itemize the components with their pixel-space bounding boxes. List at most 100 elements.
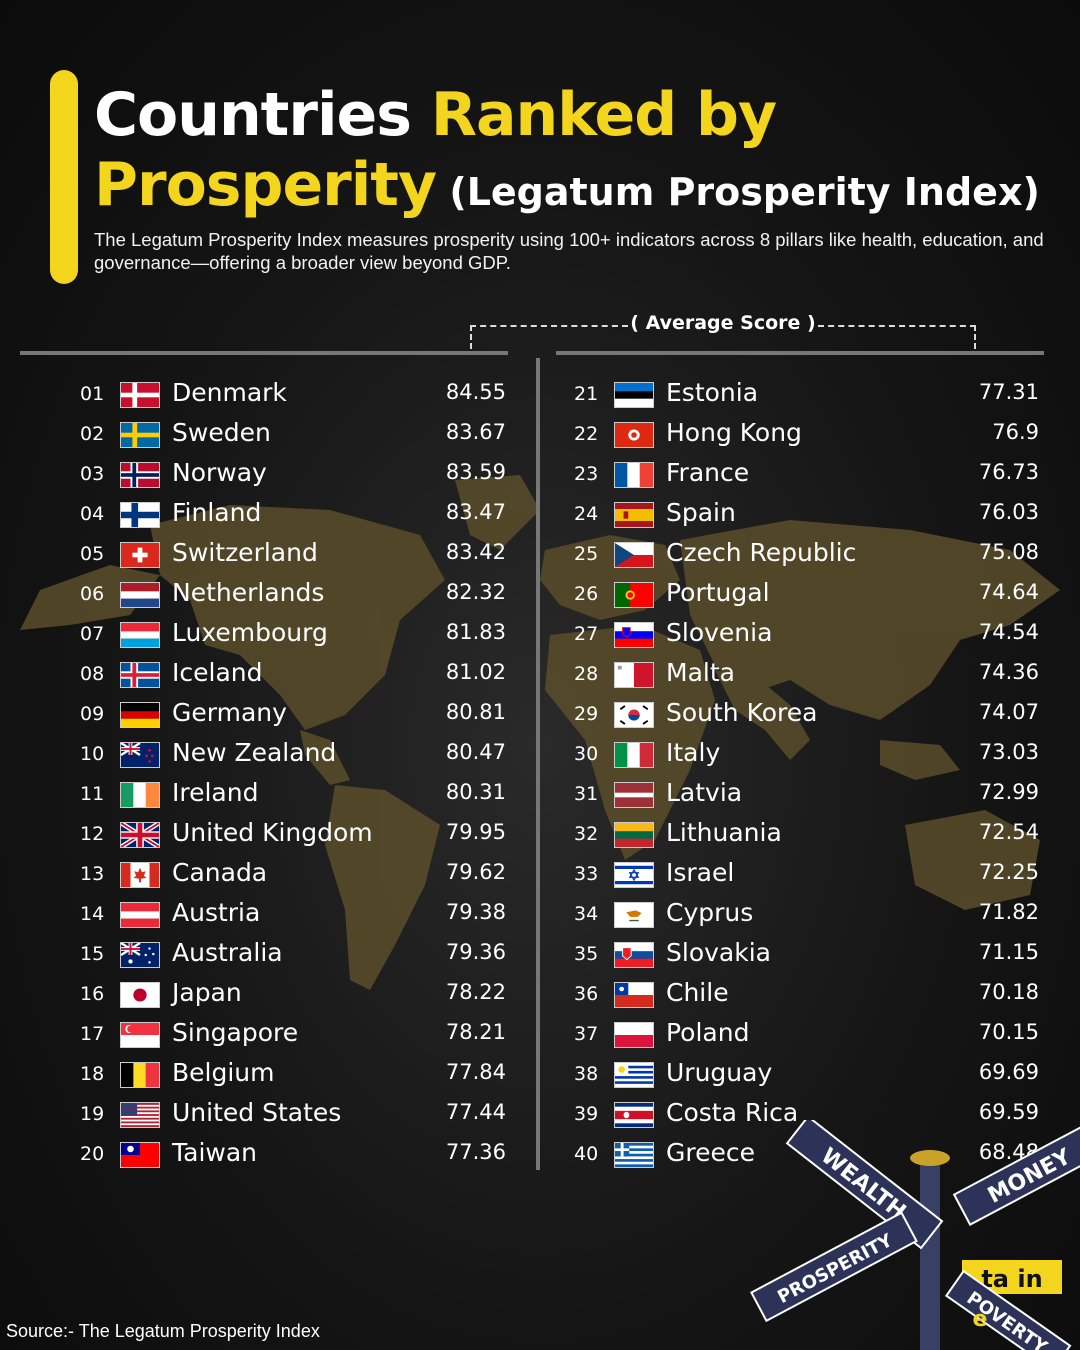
page-title: Countries Ranked by Prosperity (Legatum … (94, 80, 1054, 227)
score-value: 79.95 (445, 820, 506, 844)
rank-label: 07 (80, 623, 105, 645)
table-row: 14 Austria 79.38 (80, 896, 510, 936)
country-name: Czech Republic (666, 538, 857, 567)
country-name: Taiwan (172, 1138, 258, 1167)
score-value: 83.42 (445, 540, 506, 564)
score-value: 80.47 (445, 740, 506, 764)
table-row: 02 Sweden 83.67 (80, 416, 510, 456)
flag-il-icon (614, 862, 654, 888)
score-value: 77.44 (445, 1100, 506, 1124)
score-value: 76.03 (978, 500, 1039, 524)
table-row: 08 Iceland 81.02 (80, 656, 510, 696)
score-value: 82.32 (445, 580, 506, 604)
country-name: Netherlands (172, 578, 325, 607)
flag-fi-icon (120, 502, 160, 528)
flag-at-icon (120, 902, 160, 928)
score-value: 80.81 (445, 700, 506, 724)
flag-lt-icon (614, 822, 654, 848)
logo-text: ta in (981, 1265, 1042, 1293)
score-value: 78.21 (445, 1020, 506, 1044)
table-row: 33 Israel 72.25 (574, 856, 1039, 896)
score-value: 78.22 (445, 980, 506, 1004)
country-name: Germany (172, 698, 287, 727)
table-row: 05 Switzerland 83.42 (80, 536, 510, 576)
score-value: 81.02 (445, 660, 506, 684)
flag-nl-icon (120, 582, 160, 608)
rank-label: 26 (574, 583, 599, 605)
rank-label: 16 (80, 983, 105, 1005)
rank-label: 19 (80, 1103, 105, 1125)
title-part-index: (Legatum Prosperity Index) (436, 170, 1040, 214)
table-row: 37 Poland 70.15 (574, 1016, 1039, 1056)
country-name: Canada (172, 858, 268, 887)
flag-jp-icon (120, 982, 160, 1008)
country-name: Estonia (666, 378, 759, 407)
flag-au-icon (120, 942, 160, 968)
table-row: 12 United Kingdom 79.95 (80, 816, 510, 856)
flag-si-icon (614, 622, 654, 648)
flag-dk-icon (120, 382, 160, 408)
country-name: Spain (666, 498, 736, 527)
table-row: 11 Ireland 80.31 (80, 776, 510, 816)
score-value: 83.67 (445, 420, 506, 444)
country-name: Lithuania (666, 818, 782, 847)
table-row: 09 Germany 80.81 (80, 696, 510, 736)
country-name: United States (172, 1098, 342, 1127)
rank-label: 05 (80, 543, 105, 565)
right-header-rule (556, 351, 1044, 355)
score-value: 69.59 (978, 1100, 1039, 1124)
score-value: 80.31 (445, 780, 506, 804)
country-name: Denmark (172, 378, 287, 407)
table-row: 07 Luxembourg 81.83 (80, 616, 510, 656)
table-row: 32 Lithuania 72.54 (574, 816, 1039, 856)
country-name: Costa Rica (666, 1098, 799, 1127)
score-value: 70.15 (978, 1020, 1039, 1044)
rank-label: 23 (574, 463, 599, 485)
rank-label: 22 (574, 423, 599, 445)
score-value: 81.83 (445, 620, 506, 644)
table-row: 21 Estonia 77.31 (574, 376, 1039, 416)
flag-cr-icon (614, 1102, 654, 1128)
flag-it-icon (614, 742, 654, 768)
table-row: 26 Portugal 74.64 (574, 576, 1039, 616)
table-row: 03 Norway 83.59 (80, 456, 510, 496)
score-value: 77.84 (445, 1060, 506, 1084)
table-row: 25 Czech Republic 75.08 (574, 536, 1039, 576)
table-row: 06 Netherlands 82.32 (80, 576, 510, 616)
rank-label: 34 (574, 903, 599, 925)
sign-money (952, 1122, 1080, 1226)
rank-label: 03 (80, 463, 105, 485)
flag-ch-icon (120, 542, 160, 568)
signpost-pole (920, 1160, 940, 1350)
table-row: 22 Hong Kong 76.9 (574, 416, 1039, 456)
rank-label: 31 (574, 783, 599, 805)
table-row: 39 Costa Rica 69.59 (574, 1096, 1039, 1136)
flag-cl-icon (614, 982, 654, 1008)
country-name: Singapore (172, 1018, 299, 1047)
rank-label: 10 (80, 743, 105, 765)
rank-label: 20 (80, 1143, 105, 1165)
table-row: 40 Greece 68.48 (574, 1136, 1039, 1176)
country-name: Belgium (172, 1058, 275, 1087)
country-name: Japan (172, 978, 242, 1007)
signpost-cap (910, 1150, 950, 1166)
signpost-illustration: WEALTH MONEY PROSPERITY ta in POVERTY e (750, 1120, 1080, 1350)
rank-label: 02 (80, 423, 105, 445)
rank-label: 08 (80, 663, 105, 685)
flag-pl-icon (614, 1022, 654, 1048)
rank-label: 06 (80, 583, 105, 605)
country-name: Switzerland (172, 538, 318, 567)
table-row: 24 Spain 76.03 (574, 496, 1039, 536)
score-value: 79.62 (445, 860, 506, 884)
rank-label: 14 (80, 903, 105, 925)
score-value: 69.69 (978, 1060, 1039, 1084)
rank-label: 38 (574, 1063, 599, 1085)
flag-tw-icon (120, 1142, 160, 1168)
table-row: 29 South Korea 74.07 (574, 696, 1039, 736)
rank-label: 39 (574, 1103, 599, 1125)
country-name: Israel (666, 858, 735, 887)
title-part-white: Countries (94, 80, 431, 150)
rank-label: 33 (574, 863, 599, 885)
score-value: 70.18 (978, 980, 1039, 1004)
average-score-label: ( Average Score ) (630, 312, 816, 334)
